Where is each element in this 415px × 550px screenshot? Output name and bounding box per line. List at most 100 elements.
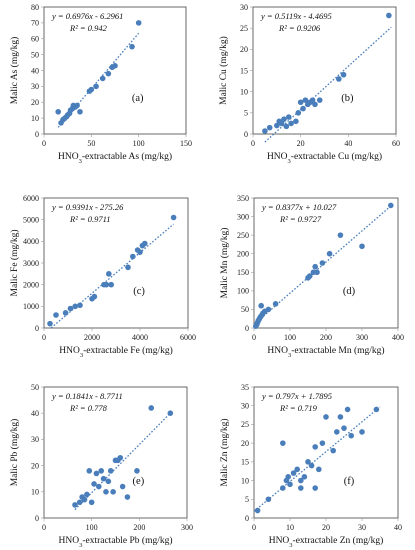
y-tick-label: 70 [31,19,39,28]
panel-label: (f) [344,476,355,487]
data-point [307,273,313,279]
data-point [99,75,106,82]
y-axis-title: Malic Pb (mg/kg) [9,419,20,487]
x-tick-label: 100 [86,523,98,532]
data-point [348,432,355,439]
y-tick-label: 0 [245,324,249,333]
regression-equation: y = 0.797x + 1.7895 [261,391,332,401]
y-tick-label: 0 [35,324,39,333]
x-axis-title: HNO3-extractable Zn (mg/kg) [269,535,384,549]
data-point [110,489,116,495]
x-tick-label: 0 [251,139,255,148]
y-tick-label: 1000 [23,302,39,311]
y-axis-title: Malic Zn (mg/kg) [219,418,230,486]
data-point [337,414,344,420]
x-tick-label: 50 [87,139,95,148]
y-tick-label: 30 [31,82,39,91]
data-point [295,110,302,116]
x-axis-title: HNO3-extractable As (mg/kg) [58,151,172,165]
data-point [302,97,309,103]
r-squared-label: R² = 0.9727 [279,214,322,224]
data-point [72,502,78,508]
data-point [74,102,80,109]
scatter-panel-pb: 0 100 200 300 0 10 20 30 40 50 y = 0.1841x - 8.771… [9,383,193,549]
scatter-panel-mn: 0 100 200 300 400 0 50 100 150 200 250 300 350 y = 0.… [219,194,404,359]
y-tick-label: 20 [31,461,39,470]
y-axis-title: Malic Mn (mg/kg) [219,228,230,299]
x-axis-title: HNO3-extractable Cu (mg/kg) [267,151,382,165]
r-squared-label: R² = 0.719 [279,403,318,413]
data-point [67,305,74,312]
trend-line [253,406,381,512]
data-point [124,494,131,500]
x-tick-label: 10 [286,523,294,532]
x-tick-label: 0 [252,333,256,342]
data-point [312,101,318,108]
x-tick-label: 30 [358,523,366,532]
data-point [280,485,286,491]
data-point [47,320,53,327]
data-point [312,485,319,491]
x-tick-label: 100 [284,333,296,342]
y-tick-label: 0 [35,514,39,523]
data-point [86,468,93,474]
y-tick-label: 15 [241,458,249,467]
data-point [316,97,323,103]
y-tick-label: 50 [241,305,249,314]
data-point [280,440,286,446]
panel-label: (d) [343,286,356,297]
data-point [272,301,279,307]
r-squared-label: R² = 0.778 [69,403,108,413]
data-point [148,405,155,411]
data-point [266,124,273,131]
y-tick-label: 40 [31,409,39,418]
scatter-panel-zn: 0 10 20 30 40 0 5 10 15 20 25 30 35 y = 0.797x + 1.78… [219,383,402,549]
data-point [142,240,148,247]
data-point [135,20,142,26]
x-tick-label: 200 [133,523,145,532]
data-point [105,70,112,77]
panel-label: (a) [132,93,144,104]
panel-label: (e) [133,476,145,487]
y-tick-label: 15 [240,66,248,75]
y-tick-label: 2000 [23,280,39,289]
data-point [341,425,347,431]
data-point [283,123,290,130]
data-point [84,491,90,498]
data-point [319,440,326,446]
data-point [117,454,124,461]
data-point [300,105,306,112]
data-point [337,232,344,238]
y-axis-title: Malic Fe (mg/kg) [9,229,20,296]
regression-equation: y = 0.1841x - 8.7711 [51,391,123,401]
data-point [76,499,83,506]
y-tick-label: 5000 [23,215,39,224]
data-point [100,475,107,482]
data-point [285,114,292,120]
x-tick-label: 0 [42,333,46,342]
data-point [305,459,311,465]
y-tick-label: 200 [237,250,249,259]
y-tick-label: 4000 [23,237,39,246]
data-point [93,83,99,90]
y-tick-label: 25 [241,420,249,429]
data-point [301,474,308,480]
y-tick-label: 100 [237,287,249,296]
data-point [107,468,114,474]
y-tick-label: 80 [31,3,39,12]
y-tick-label: 20 [31,98,39,107]
x-tick-label: 300 [356,333,368,342]
x-tick-label: 2000 [84,333,100,342]
data-point [290,470,297,476]
data-point [81,496,88,503]
data-point [265,306,272,313]
data-point [88,86,95,93]
x-tick-label: 20 [297,139,305,148]
plot-frame [43,386,188,519]
y-tick-label: 5 [244,109,248,118]
y-axis-title: Malic Cu (mg/kg) [218,36,229,105]
scatter-panel-cu: 0 20 40 60 0 5 10 15 20 25 30 y = 0.5119x - 4.4695 R… [218,3,400,165]
data-point [287,481,293,488]
y-tick-label: 50 [31,383,39,392]
